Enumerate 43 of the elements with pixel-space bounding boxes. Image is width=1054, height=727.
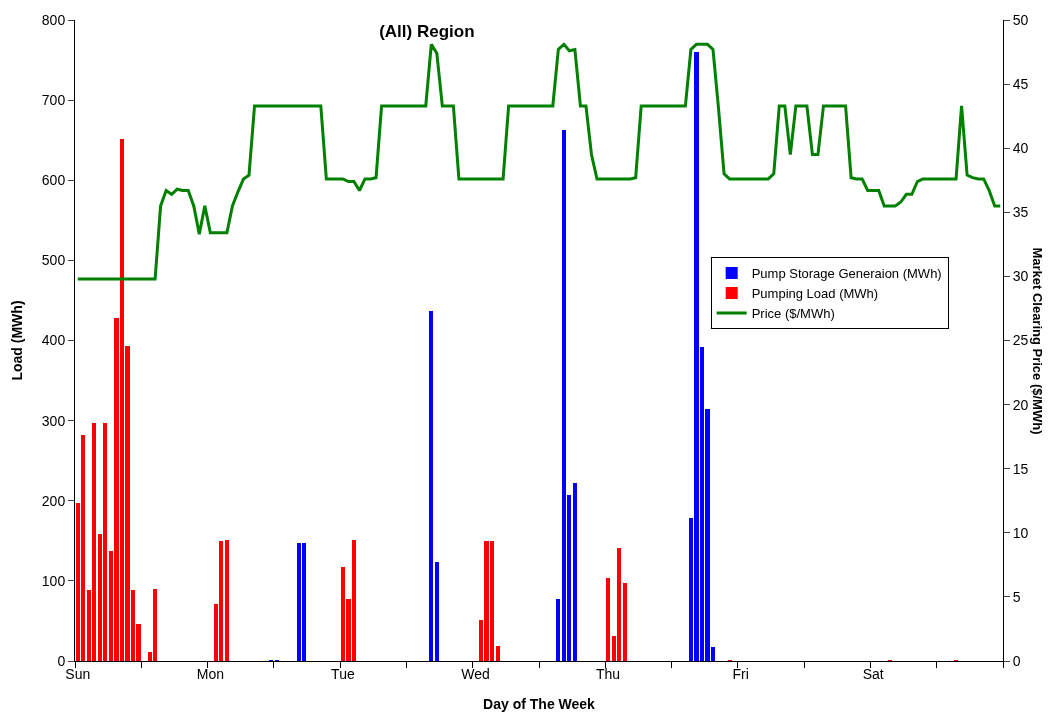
y-tick-label: 600: [41, 172, 66, 189]
x-tick-label: Fri: [732, 665, 749, 682]
x-tick-label: Mon: [196, 665, 224, 682]
y2-tick-label: 10: [1012, 524, 1029, 541]
x-tick-label: Sat: [862, 665, 884, 682]
bar: [556, 599, 560, 661]
x-tick-label: Wed: [461, 665, 490, 682]
bar: [496, 646, 500, 661]
legend-label: Pump Storage Generaion (MWh): [751, 266, 942, 282]
bar: [225, 540, 229, 661]
x-tick-label: Sun: [65, 665, 91, 682]
y-tick-label: 800: [41, 11, 66, 28]
y2-tick-label: 30: [1012, 268, 1029, 285]
y-tick-label: 200: [41, 492, 66, 509]
y2-tick-label: 20: [1012, 396, 1029, 413]
bar: [606, 578, 610, 661]
y2-tick-label: 40: [1012, 140, 1029, 157]
legend-label: Price ($/MWh): [751, 305, 835, 321]
chart-title: (All) Region: [379, 22, 475, 42]
y2-tick-label: 35: [1012, 204, 1029, 221]
y2-tick-label: 25: [1012, 332, 1029, 349]
x-tick-label: Thu: [595, 665, 621, 682]
y-tick-label: 0: [57, 652, 66, 669]
y-tick-label: 700: [41, 92, 66, 109]
y-tick-label: 500: [41, 252, 66, 269]
y-axis-title: Load (MWh): [9, 300, 26, 381]
y-tick-label: 100: [41, 572, 66, 589]
y2-tick-label: 0: [1012, 652, 1021, 669]
x-axis-title: Day of The Week: [483, 696, 596, 713]
y-tick-label: 300: [41, 412, 66, 429]
x-tick-label: Tue: [331, 665, 355, 682]
bar: [573, 483, 577, 661]
bar: [435, 562, 439, 661]
legend-label: Pumping Load (MWh): [751, 286, 879, 302]
y2-tick-label: 50: [1012, 11, 1029, 28]
y2-tick-label: 5: [1012, 588, 1021, 605]
bar: [429, 311, 433, 661]
line-series: [76, 42, 1002, 281]
y2-tick-label: 45: [1012, 76, 1029, 92]
y2-axis-title: Market Clearing Price ($/MWh): [1029, 247, 1045, 435]
bar: [623, 583, 627, 661]
y-tick-label: 400: [41, 332, 66, 349]
y2-tick-label: 15: [1012, 460, 1029, 477]
